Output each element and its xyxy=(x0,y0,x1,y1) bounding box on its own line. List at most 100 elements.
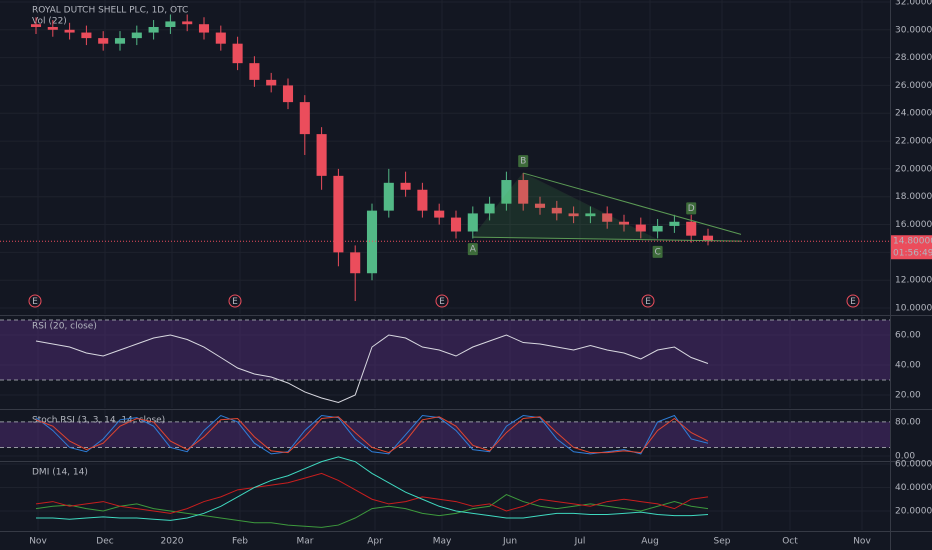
indicator-line xyxy=(35,334,709,403)
candle-body xyxy=(702,235,714,242)
candle-body xyxy=(316,134,327,176)
y-tick-label: 16.000000 xyxy=(895,220,932,230)
x-tick-label: May xyxy=(433,537,452,547)
earnings-label: E xyxy=(32,297,38,307)
candle-body xyxy=(165,21,176,27)
indicator-line xyxy=(35,472,709,514)
y-tick-label: 26.000000 xyxy=(895,81,932,91)
y-tick-label: 60.00 xyxy=(895,331,921,341)
candle-body xyxy=(148,26,159,33)
pane-title: ROYAL DUTCH SHELL PLC, 1D, OTC xyxy=(32,6,188,16)
candle-body xyxy=(669,221,680,226)
candle-body xyxy=(467,213,478,232)
y-tick-label: 32.000000 xyxy=(895,0,932,7)
x-tick-label: Dec xyxy=(96,537,113,547)
x-tick-label: Nov xyxy=(29,537,47,547)
x-tick-label: 2020 xyxy=(161,537,184,547)
pattern-label: D xyxy=(688,204,695,214)
indicator-line xyxy=(35,416,709,454)
candle-body xyxy=(366,210,378,274)
candle-body xyxy=(585,213,596,217)
y-tick-label: 20.000000 xyxy=(895,164,932,174)
candle-body xyxy=(534,203,546,208)
candle-body xyxy=(618,221,630,225)
candle-body xyxy=(249,63,260,80)
pattern-label-box xyxy=(652,245,663,258)
pattern-label-box xyxy=(518,155,529,168)
y-tick-label: 40.00000 xyxy=(895,483,932,493)
candle-body xyxy=(30,24,42,27)
candle-body xyxy=(484,203,495,214)
candle-body xyxy=(182,21,193,25)
candle-body xyxy=(81,32,92,39)
y-tick-label: 30.000000 xyxy=(895,25,932,35)
pattern-line xyxy=(523,172,742,235)
candle-body xyxy=(266,79,277,86)
y-tick-label: 20.00000 xyxy=(895,506,932,516)
pane-title: RSI (20, close) xyxy=(32,322,97,332)
y-tick-label: 40.00 xyxy=(895,360,921,370)
candle-body xyxy=(232,43,243,64)
band-fill xyxy=(0,320,890,380)
candle-body xyxy=(383,182,394,211)
x-tick-label: Jun xyxy=(502,537,517,547)
candle-body xyxy=(98,38,109,44)
candle-body xyxy=(350,252,361,274)
y-tick-label: 0.00 xyxy=(895,451,915,461)
earnings-label: E xyxy=(439,297,445,307)
candle-body xyxy=(652,225,663,232)
candle-body xyxy=(282,85,294,103)
countdown: 01:56:49 xyxy=(893,249,932,259)
earnings-marker xyxy=(28,294,42,308)
indicator-line xyxy=(36,456,709,521)
x-tick-label: Nov xyxy=(853,537,871,547)
candle-body xyxy=(635,224,646,232)
pane-subtitle: Vol (22) xyxy=(32,17,67,27)
y-tick-label: 60.00000 xyxy=(895,459,932,469)
earnings-label: E xyxy=(232,297,238,307)
earnings-marker xyxy=(435,294,449,308)
pattern-line xyxy=(472,236,742,242)
y-tick-label: 22.000000 xyxy=(895,137,932,147)
x-tick-label: Sep xyxy=(714,537,731,547)
x-tick-label: Feb xyxy=(232,537,248,547)
candle-body xyxy=(198,24,210,33)
candle-body xyxy=(47,26,58,30)
candle-body xyxy=(64,29,75,33)
x-tick-label: Jul xyxy=(574,537,586,547)
earnings-label: E xyxy=(850,297,856,307)
x-tick-label: Apr xyxy=(367,537,383,547)
y-tick-label: 80.00 xyxy=(895,417,921,427)
candle-body xyxy=(518,180,529,204)
last-price-box xyxy=(891,235,932,260)
candle-body xyxy=(299,102,310,135)
pattern-label-box xyxy=(467,243,478,256)
x-tick-label: Oct xyxy=(782,537,798,547)
pane-title: DMI (14, 14) xyxy=(32,468,88,478)
candle-body xyxy=(501,180,512,204)
pattern-label-box xyxy=(686,202,697,215)
y-tick-label: 28.000000 xyxy=(895,53,932,63)
candle-body xyxy=(450,217,462,232)
indicator-line xyxy=(35,414,709,455)
earnings-label: E xyxy=(645,297,651,307)
pattern-label: C xyxy=(654,247,660,257)
candle-body xyxy=(551,207,562,214)
candle-body xyxy=(400,182,411,190)
candle-body xyxy=(602,213,613,222)
candle-body xyxy=(434,210,445,218)
pane-title: Stoch RSI (3, 3, 14, 14, close) xyxy=(32,416,165,426)
pattern-label: A xyxy=(470,245,477,255)
candle-body xyxy=(333,175,344,253)
candle-body xyxy=(114,38,126,44)
band-fill xyxy=(0,421,890,448)
x-tick-label: Mar xyxy=(297,537,314,547)
y-tick-label: 12.000000 xyxy=(895,276,932,286)
earnings-marker xyxy=(641,294,655,308)
y-tick-label: 24.000000 xyxy=(895,109,932,119)
x-tick-label: Aug xyxy=(641,537,659,547)
y-tick-label: 18.000000 xyxy=(895,192,932,202)
candle-body xyxy=(568,213,579,217)
